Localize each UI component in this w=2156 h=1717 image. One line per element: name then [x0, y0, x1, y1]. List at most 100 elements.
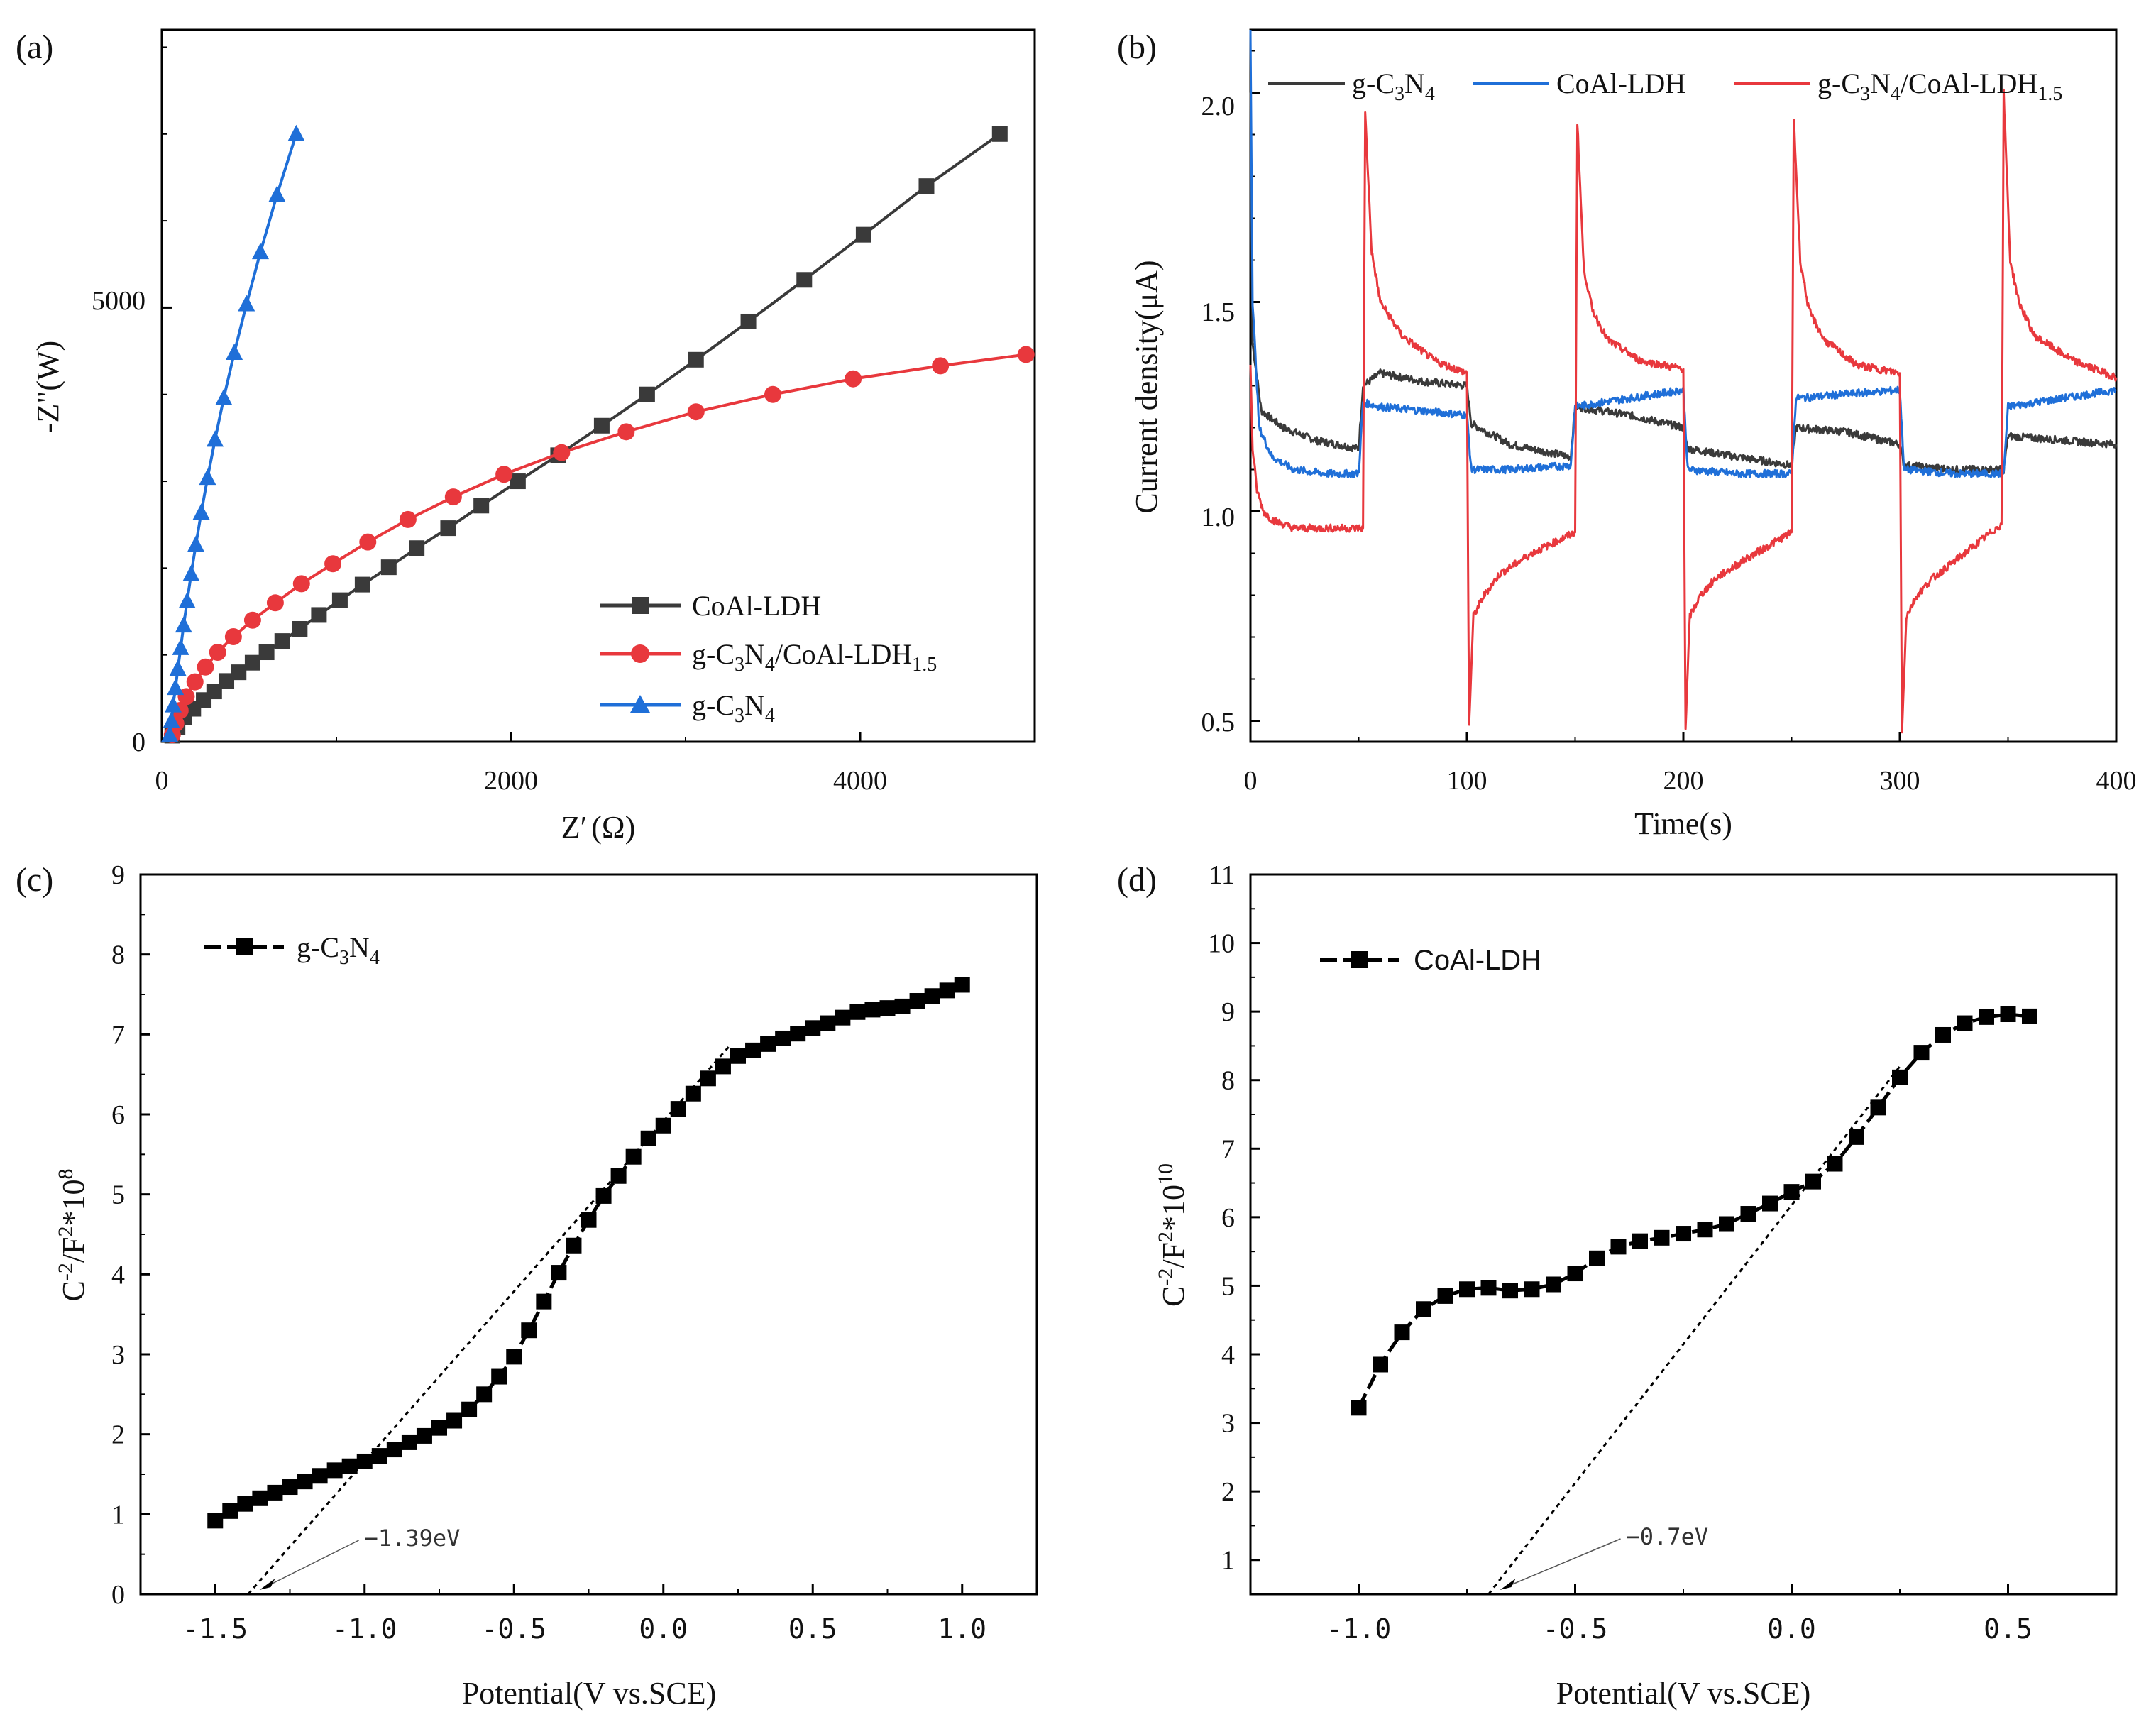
a-point-gcn [161, 725, 179, 742]
a-point-composite [687, 403, 705, 421]
d-point [1676, 1226, 1691, 1242]
panel-a: (a) 0 2000 4000 0 5000 Z′ (Ω) -Z"(W) CoAl… [16, 28, 1036, 845]
panel-b-series [1249, 29, 2118, 734]
d-xtick-label: -0.5 [1543, 1613, 1608, 1645]
panel-d-label: (d) [1117, 861, 1157, 899]
d-ytick-label: 9 [1221, 997, 1235, 1027]
d-point [1805, 1173, 1821, 1190]
c-point [386, 1442, 402, 1458]
b-ytick-0.5: 0.5 [1201, 708, 1236, 737]
a-point-coal [991, 126, 1008, 142]
a-point-composite [495, 466, 513, 483]
d-xtick-label: 0.0 [1767, 1613, 1816, 1645]
a-xtick-2000: 2000 [484, 766, 538, 796]
a-point-coal [740, 313, 757, 329]
d-ytick-label: 11 [1209, 860, 1235, 890]
c-ytick-label: 4 [111, 1260, 125, 1290]
a-point-composite [224, 627, 242, 645]
panel-d-series: −0.7eV [1351, 1006, 2037, 1595]
c-point [267, 1484, 283, 1501]
d-point [1849, 1129, 1864, 1145]
c-point [491, 1368, 507, 1385]
d-point [1935, 1026, 1951, 1043]
c-point [416, 1427, 432, 1444]
a-point-gcn [192, 503, 210, 520]
a-point-composite [197, 658, 214, 676]
a-legend-marker-gcn [630, 695, 650, 713]
a-point-gcn [169, 659, 187, 676]
d-xtick-label: -1.0 [1326, 1613, 1392, 1645]
d-tangent-line [1487, 1065, 1901, 1595]
d-ytick-label: 5 [1221, 1271, 1235, 1301]
d-point [1373, 1356, 1388, 1373]
a-point-gcn [167, 679, 185, 696]
a-point-composite [324, 555, 342, 573]
c-xtick-label: -1.5 [182, 1613, 248, 1645]
a-point-composite [292, 575, 310, 593]
c-ytick-label: 7 [111, 1020, 125, 1050]
c-ytick-label: 2 [111, 1420, 125, 1450]
c-point [864, 1002, 881, 1018]
c-point [820, 1015, 836, 1031]
d-point [1697, 1222, 1713, 1238]
c-point [835, 1009, 851, 1026]
a-point-gcn [172, 638, 189, 655]
c-point [566, 1237, 582, 1254]
a-legend-text-gcn: g-C3N4 [692, 689, 775, 727]
d-annotation-arrow [1505, 1538, 1621, 1588]
d-point [1740, 1206, 1756, 1222]
c-point [312, 1468, 328, 1484]
c-point [222, 1503, 238, 1519]
c-legend: g-C3N4 [204, 931, 380, 969]
a-point-coal [244, 654, 260, 671]
panel-d-xtick-labels: -1.0 -0.5 0.0 0.5 [1326, 1613, 2033, 1645]
a-point-coal [292, 620, 308, 637]
a-point-gcn [238, 295, 255, 312]
a-legend-text-composite: g-C3N4/CoAl-LDH1.5 [692, 638, 937, 676]
c-point [356, 1453, 373, 1469]
d-point [1892, 1069, 1908, 1085]
b-xlabel: Time(s) [1634, 806, 1732, 841]
a-point-coal [258, 644, 275, 661]
a-point-gcn [163, 711, 180, 728]
a-point-coal [219, 673, 235, 689]
panel-c: (c) -1.5 -1.0 -0.5 0.0 0.5 1.0 0 1 2 3 4 5 6 7 8 9 Pot… [16, 860, 1038, 1711]
c-point [461, 1401, 478, 1417]
d-point [1546, 1276, 1561, 1293]
c-point [610, 1168, 627, 1184]
b-legend-text-gcn: g-C3N4 [1352, 67, 1435, 105]
d-point [2000, 1006, 2016, 1023]
c-xtick-label: -0.5 [481, 1613, 546, 1645]
a-point-gcn [164, 696, 182, 713]
c-xtick-label: 0.0 [639, 1613, 688, 1645]
a-point-gcn [207, 430, 224, 447]
a-legend-text-coal: CoAl-LDH [692, 590, 821, 622]
a-point-gcn [178, 591, 196, 608]
a-ytick-5000: 5000 [92, 286, 145, 316]
c-point [775, 1030, 791, 1046]
a-point-coal [918, 178, 935, 194]
a-point-coal [380, 559, 397, 576]
a-point-composite [845, 370, 862, 388]
c-point [790, 1026, 806, 1042]
c-point [760, 1036, 776, 1052]
a-point-composite [764, 385, 781, 403]
d-point [1654, 1229, 1670, 1246]
c-legend-text: g-C3N4 [297, 931, 380, 969]
c-ylabel: C-2/F2*108 [54, 1168, 91, 1301]
a-point-composite [399, 510, 417, 528]
c-point [446, 1412, 463, 1429]
d-ytick-label: 1 [1221, 1546, 1235, 1576]
c-xtick-label: 0.5 [788, 1613, 837, 1645]
a-point-composite [1017, 346, 1035, 363]
c-point [909, 993, 925, 1009]
d-ytick-label: 2 [1221, 1477, 1235, 1507]
a-point-composite [266, 594, 284, 612]
panel-a-series [161, 124, 1035, 744]
a-xtick-4000: 4000 [833, 766, 887, 796]
d-point [1719, 1216, 1734, 1232]
a-ytick-0: 0 [132, 728, 145, 757]
a-ylabel: -Z"(W) [31, 341, 65, 433]
c-xtick-label: 1.0 [937, 1613, 986, 1645]
